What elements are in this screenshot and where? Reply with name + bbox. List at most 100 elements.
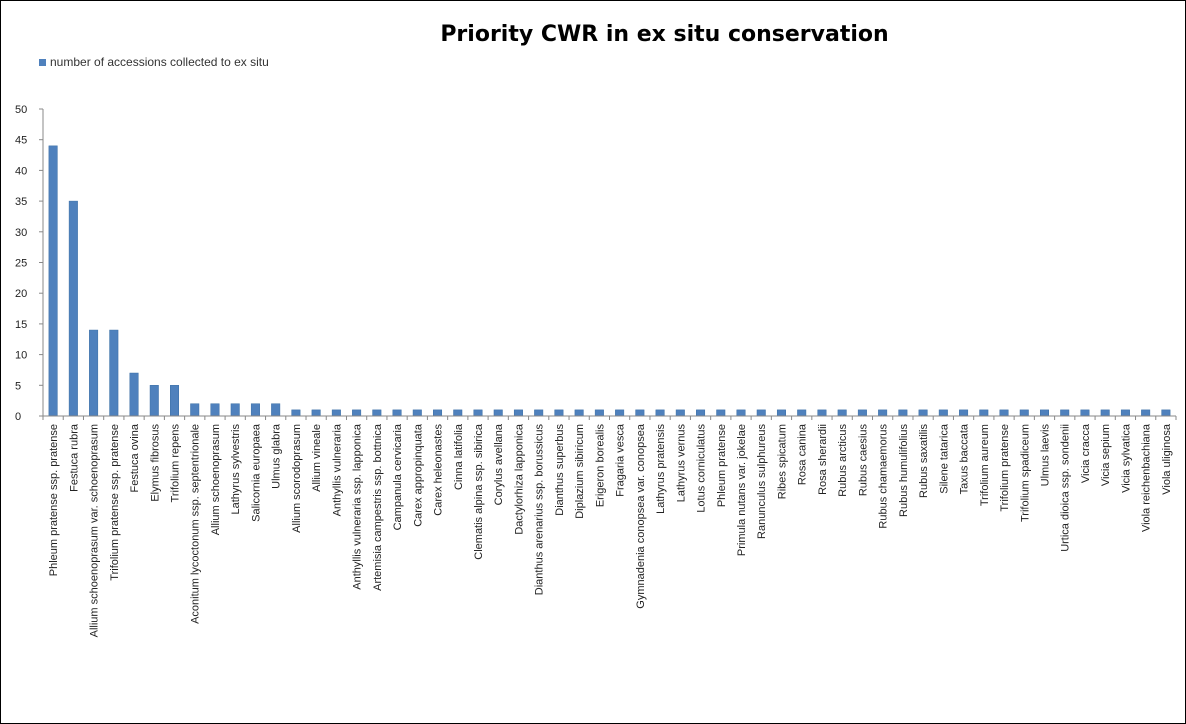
bar	[230, 403, 240, 417]
x-tick-label: Aconitum lycoctonum ssp. septentrionale	[190, 424, 202, 624]
x-tick-label: Carex heleonastes	[433, 424, 445, 516]
x-tick-label: Viola uliginosa	[1161, 423, 1173, 495]
y-tick-label: 25	[15, 258, 27, 270]
bar	[898, 409, 908, 417]
x-tick-label: Rosa sherardii	[817, 424, 829, 495]
bar	[594, 409, 604, 417]
bar	[170, 385, 180, 417]
bar	[392, 409, 402, 417]
bar	[1080, 409, 1090, 417]
x-tick-label: Lathyrus pratensis	[655, 424, 667, 514]
x-tick-label: Carex appropinquata	[412, 423, 424, 527]
bar	[1141, 409, 1151, 417]
x-tick-label: Dactylorhiza lapponica	[513, 423, 525, 535]
x-tick-label: Trifolium pratense ssp. pratense	[109, 424, 121, 581]
x-tick-label: Trifolium aureum	[979, 424, 991, 506]
bar	[149, 385, 159, 417]
bar	[938, 409, 948, 417]
bar	[453, 409, 463, 417]
bar	[756, 409, 766, 417]
x-tick-label: Allium schoenoprasum var. schoenoprasum	[89, 424, 101, 637]
x-tick-label: Ulmus glabra	[271, 423, 283, 489]
bar	[857, 409, 867, 417]
bar	[837, 409, 847, 417]
x-tick-label: Viola reichenbachiana	[1141, 423, 1153, 532]
x-tick-label: Rubus chamaemorus	[878, 424, 890, 529]
x-tick-label: Erigeron borealis	[594, 424, 606, 508]
x-tick-label: Phleum pratense	[716, 424, 728, 507]
x-tick-label: Silene tatarica	[938, 423, 950, 494]
bar	[331, 409, 341, 417]
x-tick-label: Anthyllis vulneraria ssp. lapponica	[352, 423, 364, 590]
x-tick-label: Dianthus superbus	[554, 424, 566, 516]
bar	[574, 409, 584, 417]
x-tick-label: Rubus humulifolius	[898, 424, 910, 517]
bar	[675, 409, 685, 417]
x-tick-label: Elymus fibrosus	[149, 424, 161, 502]
y-tick-label: 0	[15, 411, 21, 423]
bar	[1161, 409, 1171, 417]
x-tick-label: Diplazium sibiricum	[574, 424, 586, 519]
bar	[68, 200, 78, 417]
x-tick-label: Anthyllis vulneraria	[331, 423, 343, 516]
x-tick-label: Trifolium pratense	[999, 424, 1011, 512]
x-tick-label: Rubus arcticus	[837, 424, 849, 497]
y-tick-label: 50	[15, 104, 27, 116]
bar	[513, 409, 523, 417]
bar	[817, 409, 827, 417]
bar	[696, 409, 706, 417]
x-tick-label: Campanula cervicaria	[392, 423, 404, 530]
x-tick-label: Gymnadenia conopsea var. conopsea	[635, 423, 647, 609]
x-tick-label: Festuca rubra	[68, 423, 80, 492]
bar	[979, 409, 989, 417]
x-tick-label: Artemisia campestris ssp. bottnica	[372, 423, 384, 591]
x-tick-label: Rubus caesius	[857, 424, 869, 497]
chart-title: Priority CWR in ex situ conservation	[440, 22, 889, 47]
bar	[311, 409, 321, 417]
bar	[776, 409, 786, 417]
bar	[352, 409, 362, 417]
bar	[635, 409, 645, 417]
bar	[1039, 409, 1049, 417]
x-tick-label: Cinna latifolia	[453, 423, 465, 490]
x-tick-label: Allium vineale	[311, 424, 323, 492]
bars	[48, 145, 1171, 417]
bar	[1120, 409, 1130, 417]
bar	[190, 403, 200, 417]
y-tick-label: 20	[15, 288, 27, 300]
bar	[554, 409, 564, 417]
x-tick-label: Dianthus arenarius ssp. borussicus	[534, 424, 546, 596]
y-tick-label: 45	[15, 135, 27, 147]
y-tick-label: 10	[15, 350, 27, 362]
x-tick-label: Vicia sepium	[1100, 424, 1112, 486]
x-axis: Phleum pratense ssp. pratense Festuca rub…	[42, 415, 1177, 637]
bar	[1060, 409, 1070, 417]
x-tick-label: Ranunculus sulphureus	[756, 424, 768, 539]
bar	[1100, 409, 1110, 417]
bar	[1019, 409, 1029, 417]
x-tick-label: Ulmus laevis	[1039, 424, 1051, 487]
bar	[716, 409, 726, 417]
bar	[109, 329, 119, 417]
x-tick-label: Phleum pratense ssp. pratense	[48, 424, 60, 576]
bar	[210, 403, 220, 417]
bar	[736, 409, 746, 417]
x-tick-label: Primula nutans var. jokelae	[736, 424, 748, 556]
bar	[473, 409, 483, 417]
legend-swatch	[39, 58, 46, 66]
bar	[959, 409, 969, 417]
bar	[271, 403, 281, 417]
y-axis: 0 5 10 15 20 25 30 35 40 45 50	[15, 104, 44, 423]
bar	[615, 409, 625, 417]
x-tick-label: Fragaria vesca	[615, 423, 627, 497]
bar	[412, 409, 422, 417]
x-tick-label: Trifolium repens	[170, 424, 182, 503]
bar	[372, 409, 382, 417]
x-tick-label: Festuca ovina	[129, 423, 141, 492]
x-tick-label: Salicornia europaea	[250, 423, 262, 522]
x-tick-label: Corylus avellana	[493, 423, 505, 505]
legend: number of accessions collected to ex sit…	[39, 55, 269, 69]
bar	[878, 409, 888, 417]
